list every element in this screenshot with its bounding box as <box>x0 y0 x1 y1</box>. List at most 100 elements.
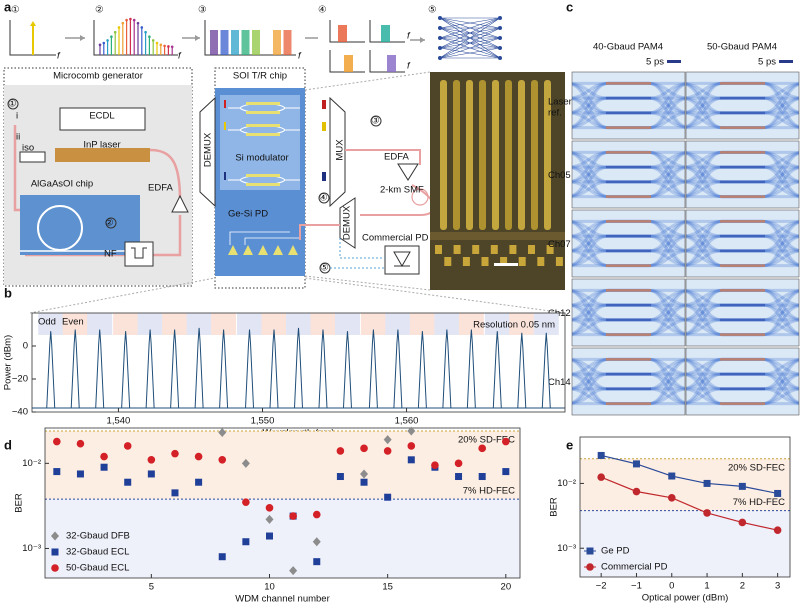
mesh-link <box>439 17 501 49</box>
step-label: ② <box>105 218 114 229</box>
pad <box>500 257 508 266</box>
peak <box>294 327 303 409</box>
pad <box>546 245 554 254</box>
eye-cell <box>686 279 799 346</box>
y-tick-label: 10⁻² <box>557 478 576 489</box>
plot-frame <box>44 427 521 579</box>
series-line <box>601 454 778 495</box>
step-label: ④ <box>318 5 327 16</box>
port <box>105 217 117 229</box>
x-tick-label: 0 <box>669 581 674 592</box>
channel-band <box>286 313 311 335</box>
nf <box>124 241 154 267</box>
comb-dot <box>151 39 155 42</box>
eye-cell <box>572 141 685 208</box>
marker <box>738 518 747 527</box>
series-line <box>600 476 778 531</box>
channel-bar <box>220 30 229 55</box>
marker <box>53 468 61 476</box>
comb-dot <box>159 43 163 47</box>
channel-band <box>261 313 287 335</box>
pad <box>435 245 442 254</box>
channel-bar <box>338 25 347 42</box>
mesh-node <box>498 56 502 60</box>
label: Commercial PD <box>362 233 429 244</box>
x-tick-label: 1 <box>704 581 709 592</box>
x-tick-label: 1,540 <box>107 416 131 427</box>
peak <box>393 329 403 409</box>
step-label: ④ <box>319 193 328 204</box>
x-tick-label: 20 <box>501 582 512 593</box>
pad <box>481 257 489 266</box>
mesh-link <box>439 27 501 59</box>
electrode-strip <box>518 80 525 230</box>
marker <box>597 451 605 459</box>
pad <box>453 245 461 254</box>
marker <box>632 487 641 496</box>
pad <box>462 257 470 266</box>
pd-symbol <box>393 251 411 268</box>
comb-dot <box>144 30 147 34</box>
band-label: Odd <box>38 317 56 328</box>
marker <box>218 428 227 438</box>
peak <box>121 331 131 409</box>
comb-dot <box>113 30 117 34</box>
marker <box>242 538 250 546</box>
marker <box>147 470 155 478</box>
mesh-node <box>438 36 442 40</box>
marker <box>218 456 227 464</box>
axis-label: f <box>407 31 411 42</box>
step-label: ② <box>95 5 104 16</box>
marker <box>123 442 132 450</box>
axis-label: f <box>57 51 61 62</box>
marker <box>289 566 298 576</box>
axis-label: f <box>178 51 182 62</box>
marker <box>336 447 345 455</box>
axes <box>329 50 365 73</box>
channel-band <box>385 313 411 335</box>
pad <box>472 245 480 254</box>
label: NF <box>104 249 117 260</box>
arrow-head <box>30 21 36 26</box>
x-tick-label: −1 <box>631 581 642 592</box>
comb-dot <box>155 41 159 45</box>
mesh-node <box>438 56 442 60</box>
axes <box>9 20 56 56</box>
threshold-label: 20% SD-FEC <box>728 462 785 473</box>
comb-dot <box>102 41 106 45</box>
peak <box>517 332 527 409</box>
channel-band <box>38 313 64 335</box>
x-tick-label: 3 <box>775 581 780 592</box>
marker <box>313 558 321 566</box>
column-title: 50-Gbaud PAM4 <box>707 42 777 53</box>
mesh-node <box>498 26 502 30</box>
eye-border <box>571 140 686 209</box>
channel-band <box>509 313 535 335</box>
channel-band <box>334 313 360 335</box>
channel-band <box>237 313 263 335</box>
pad <box>528 245 535 254</box>
x-tick-label: 2 <box>740 581 745 592</box>
mesh-link <box>439 47 501 59</box>
threshold-label: 7% HD-FEC <box>733 497 785 508</box>
marker <box>667 493 676 502</box>
comb-dot <box>163 44 166 48</box>
legend-label: 32-Gbaud ECL <box>66 547 129 558</box>
peak <box>219 329 229 409</box>
panel-label: b <box>4 285 12 300</box>
electrical <box>330 238 385 269</box>
eye-border <box>571 347 686 416</box>
arrow-head <box>195 35 200 41</box>
nf-symbol <box>131 247 147 259</box>
peak <box>70 329 80 409</box>
channel-band <box>87 313 113 335</box>
label: InP laser <box>83 140 120 151</box>
channel-band <box>162 313 188 335</box>
marker <box>266 532 274 540</box>
row-label: Ch14 <box>548 377 571 388</box>
panel-label: d <box>4 437 12 452</box>
y-tick-label: 10⁻³ <box>557 543 576 554</box>
comb-dot <box>167 45 170 48</box>
demux <box>199 96 216 208</box>
